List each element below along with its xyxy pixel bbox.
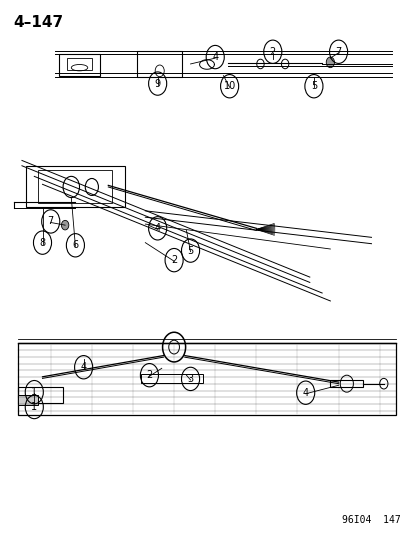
Text: 6: 6 <box>72 240 78 251</box>
Text: 96I04  147: 96I04 147 <box>341 515 399 525</box>
Text: 7: 7 <box>47 216 54 227</box>
Text: 2: 2 <box>146 370 152 380</box>
Text: 10: 10 <box>223 81 235 91</box>
Text: 4: 4 <box>302 387 308 398</box>
Text: 1: 1 <box>31 387 37 397</box>
Circle shape <box>61 220 69 230</box>
Text: 7: 7 <box>335 47 341 56</box>
Text: 4–147: 4–147 <box>14 14 64 30</box>
Text: 2: 2 <box>171 255 177 265</box>
Circle shape <box>325 57 334 68</box>
Text: 9: 9 <box>154 78 160 88</box>
Text: 8: 8 <box>39 238 45 248</box>
Text: 2: 2 <box>269 47 275 56</box>
Text: 5: 5 <box>187 246 193 256</box>
Text: 3: 3 <box>187 374 193 384</box>
Polygon shape <box>18 395 38 406</box>
Text: 4: 4 <box>154 223 160 233</box>
Text: 4: 4 <box>211 52 218 62</box>
Text: 5: 5 <box>310 81 316 91</box>
Text: 1: 1 <box>31 402 37 412</box>
Text: 4: 4 <box>81 362 86 372</box>
